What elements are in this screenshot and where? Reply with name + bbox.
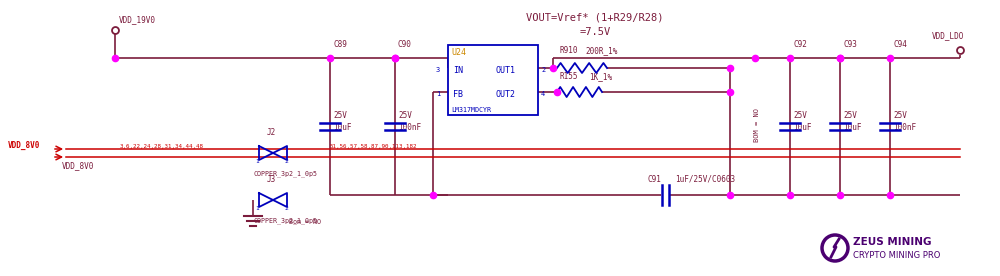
Text: C89: C89 bbox=[333, 40, 347, 49]
Text: C93: C93 bbox=[843, 40, 857, 49]
Text: U24: U24 bbox=[451, 48, 466, 57]
Text: VDD_19V0: VDD_19V0 bbox=[119, 15, 156, 24]
Text: 4: 4 bbox=[541, 91, 545, 97]
Text: 1K_1%: 1K_1% bbox=[589, 72, 612, 81]
Text: 2: 2 bbox=[284, 159, 288, 164]
Text: VDD_8V0: VDD_8V0 bbox=[62, 161, 94, 170]
Text: 10uF: 10uF bbox=[333, 123, 352, 132]
Text: J3: J3 bbox=[267, 175, 276, 184]
Text: R910: R910 bbox=[559, 46, 578, 55]
Text: 1uF/25V/C0603: 1uF/25V/C0603 bbox=[675, 175, 735, 184]
Text: 3,6,22,24,28,31,34,44,48: 3,6,22,24,28,31,34,44,48 bbox=[120, 144, 204, 149]
Text: 3: 3 bbox=[436, 67, 440, 73]
Text: 25V: 25V bbox=[893, 111, 907, 120]
Text: ZEUS MINING: ZEUS MINING bbox=[853, 237, 932, 247]
Text: 25V: 25V bbox=[333, 111, 347, 120]
Text: C90: C90 bbox=[398, 40, 412, 49]
Text: =7.5V: =7.5V bbox=[579, 27, 611, 37]
Text: 200R_1%: 200R_1% bbox=[585, 46, 617, 55]
Text: C91: C91 bbox=[647, 175, 661, 184]
Text: OUT1: OUT1 bbox=[496, 66, 516, 75]
Text: C94: C94 bbox=[893, 40, 907, 49]
Text: 51,56,57,58,87,90,113,182: 51,56,57,58,87,90,113,182 bbox=[330, 144, 418, 149]
Text: LM317MDCYR: LM317MDCYR bbox=[451, 107, 491, 113]
Text: J2: J2 bbox=[267, 128, 276, 137]
Text: FB: FB bbox=[453, 90, 463, 99]
Text: Bom = NO: Bom = NO bbox=[289, 219, 321, 225]
Text: 25V: 25V bbox=[793, 111, 807, 120]
Text: IN: IN bbox=[453, 66, 463, 75]
Bar bbox=[448, 45, 538, 115]
Text: 100nF: 100nF bbox=[398, 123, 421, 132]
Text: 2: 2 bbox=[284, 206, 288, 211]
Text: 10uF: 10uF bbox=[793, 123, 812, 132]
Text: 1: 1 bbox=[436, 91, 440, 97]
Text: BOM = NO: BOM = NO bbox=[754, 108, 760, 142]
Text: 100nF: 100nF bbox=[893, 123, 916, 132]
Text: VDD_LDO: VDD_LDO bbox=[932, 31, 964, 40]
Text: 25V: 25V bbox=[843, 111, 857, 120]
Text: 1: 1 bbox=[255, 159, 259, 164]
Text: 2: 2 bbox=[541, 67, 545, 73]
Text: VOUT=Vref* (1+R29/R28): VOUT=Vref* (1+R29/R28) bbox=[526, 12, 664, 22]
Text: 1: 1 bbox=[255, 206, 259, 211]
Text: C92: C92 bbox=[793, 40, 807, 49]
Text: 25V: 25V bbox=[398, 111, 412, 120]
Text: R155: R155 bbox=[559, 72, 578, 81]
Text: OUT2: OUT2 bbox=[496, 90, 516, 99]
Text: 10uF: 10uF bbox=[843, 123, 862, 132]
Text: COPPER_3p2_1_0p5: COPPER_3p2_1_0p5 bbox=[254, 217, 318, 224]
Text: CRYPTO MINING PRO: CRYPTO MINING PRO bbox=[853, 251, 940, 259]
Text: VDD_8V0: VDD_8V0 bbox=[8, 141, 40, 150]
Text: COPPER_3p2_1_0p5: COPPER_3p2_1_0p5 bbox=[254, 170, 318, 177]
